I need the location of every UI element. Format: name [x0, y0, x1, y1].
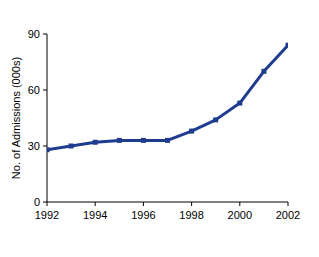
y-axis-label: No. of Admissions (000s) [10, 57, 22, 179]
data-point [261, 69, 266, 74]
x-tick [239, 202, 240, 206]
y-tick-label: 90 [28, 28, 40, 40]
x-tick-label: 2002 [276, 209, 300, 221]
data-point [189, 129, 194, 134]
y-tick-label: 0 [34, 196, 40, 208]
x-tick-label: 1996 [131, 209, 155, 221]
y-tick [43, 90, 47, 91]
y-tick-label: 60 [28, 84, 40, 96]
data-point [69, 144, 74, 149]
x-tick [191, 202, 192, 206]
x-tick [143, 202, 144, 206]
chart-container: 0 30 60 90 1992 1994 1996 1998 2000 2002 No. of Ad… [0, 0, 319, 257]
x-tick-label: 1994 [83, 209, 107, 221]
x-tick [47, 202, 48, 206]
data-point [47, 147, 50, 152]
x-tick-label: 2000 [228, 209, 252, 221]
y-tick [43, 34, 47, 35]
x-tick-label: 1998 [179, 209, 203, 221]
data-point [213, 117, 218, 122]
data-point [165, 138, 170, 143]
y-axis [47, 34, 48, 202]
x-axis [47, 202, 288, 203]
plot-area [47, 43, 288, 153]
y-tick [43, 202, 47, 203]
data-point [117, 138, 122, 143]
data-point [237, 101, 242, 106]
y-tick-label: 30 [28, 140, 40, 152]
data-point [286, 43, 289, 48]
data-line [47, 45, 288, 150]
x-tick [95, 202, 96, 206]
chart: 0 30 60 90 1992 1994 1996 1998 2000 2002 No. of Ad… [0, 0, 319, 257]
x-tick [288, 202, 289, 206]
y-tick [43, 146, 47, 147]
x-tick-label: 1992 [35, 209, 59, 221]
data-point [93, 140, 98, 145]
data-point [141, 138, 146, 143]
